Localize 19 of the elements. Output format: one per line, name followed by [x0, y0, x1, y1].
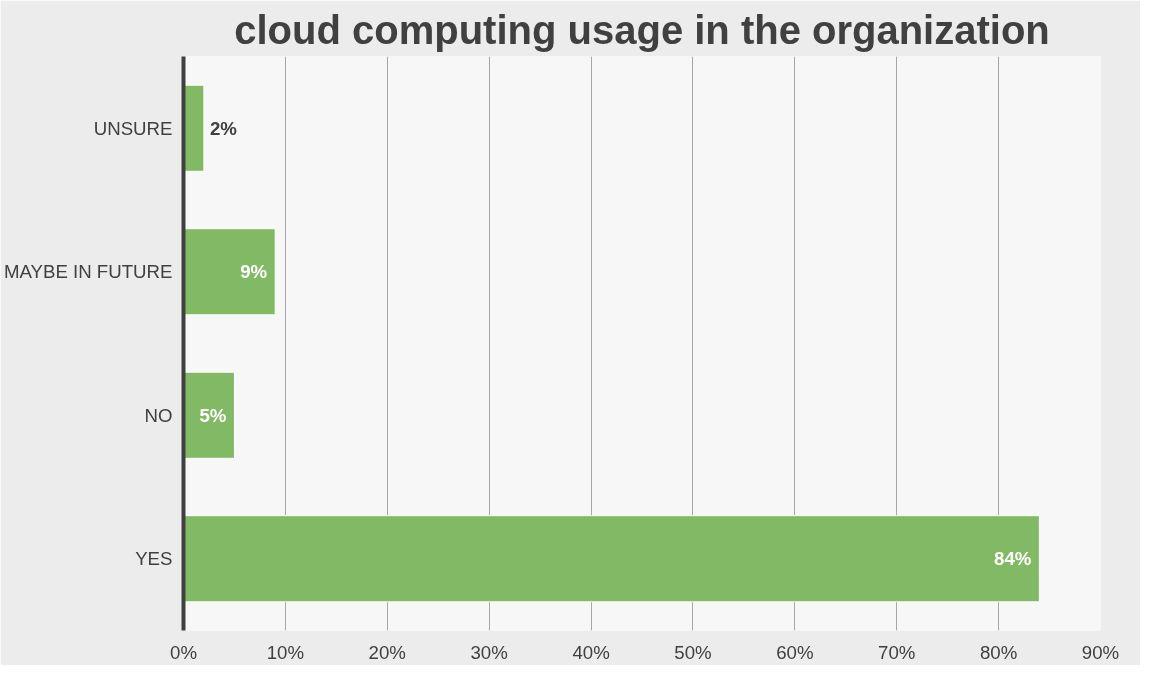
y-tick-label: MAYBE IN FUTURE	[3, 261, 173, 283]
x-tick-label: 10%	[266, 641, 305, 663]
data-label: 5%	[199, 404, 227, 426]
x-tick-label: 0%	[170, 641, 197, 663]
x-tick-label: 50%	[674, 641, 712, 663]
data-label: 84%	[994, 548, 1032, 570]
x-tick-label: 20%	[368, 641, 406, 663]
chart-title: cloud computing usage in the organization	[234, 7, 1050, 52]
data-label: 9%	[240, 261, 268, 283]
x-tick-label: 70%	[878, 641, 916, 663]
x-tick-label: 80%	[979, 641, 1018, 663]
x-tick-label: 30%	[470, 641, 508, 663]
x-tick-label: 60%	[776, 641, 814, 663]
y-tick-label: YES	[135, 548, 173, 570]
y-tick-label: NO	[144, 404, 173, 426]
x-tick-label: 40%	[572, 641, 610, 663]
y-tick-label: UNSURE	[93, 117, 173, 139]
data-label: 2%	[209, 117, 238, 139]
x-tick-label: 90%	[1081, 641, 1120, 663]
